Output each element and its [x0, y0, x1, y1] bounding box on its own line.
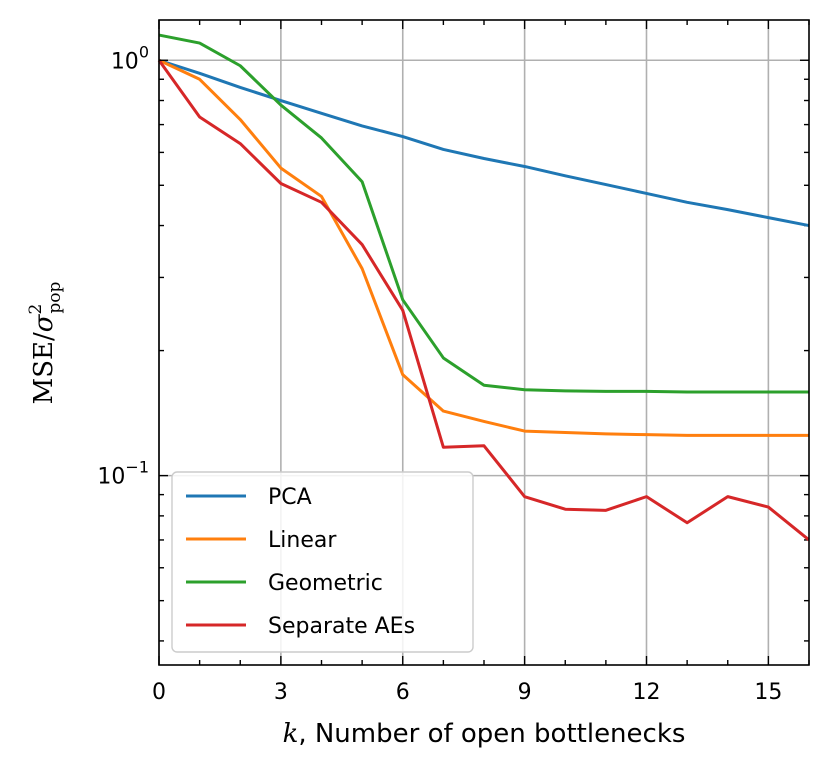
x-tick-label: 0: [152, 680, 166, 705]
y-axis-label: MSE/σ2pop: [26, 282, 65, 405]
x-tick-label: 12: [633, 680, 661, 705]
x-axis-label-var: k: [283, 719, 299, 749]
x-tick-label: 6: [396, 680, 410, 705]
series-line-pca: [158, 58, 810, 228]
y-tick-label-exponent: 0: [139, 42, 149, 61]
series-line-geometric: [158, 33, 809, 394]
legend-label-geometric: Geometric: [268, 571, 383, 596]
y-tick-label-base: 10: [111, 49, 139, 74]
x-tick-label: 3: [274, 680, 288, 705]
x-tick-label: 9: [518, 680, 532, 705]
y-axis-label-sub: pop: [45, 282, 65, 314]
y-axis-label-sup: 2: [26, 304, 46, 315]
y-tick-label: 100: [111, 42, 149, 74]
legend-box: [171, 471, 474, 653]
minor-ticks: [159, 20, 810, 665]
plot-frame: [158, 19, 810, 666]
series-line-linear: [158, 58, 809, 437]
series-lines: [157, 33, 810, 542]
x-tick-labels: 0 3 6 9 12 15: [152, 680, 782, 705]
y-tick-label-base: 10: [97, 465, 125, 490]
y-axis-label-main: MSE/: [29, 332, 59, 404]
grid-lines: [158, 20, 809, 665]
legend: PCA Linear Geometric Separate AEs: [171, 471, 474, 653]
y-tick-label-exponent: −1: [125, 458, 149, 477]
x-axis-label: k, Number of open bottlenecks: [283, 719, 686, 749]
x-axis-label-text: , Number of open bottlenecks: [298, 719, 685, 749]
legend-label-pca: PCA: [268, 485, 312, 510]
y-tick-label: 10−1: [97, 458, 149, 490]
y-axis-label-sigma: σ: [29, 313, 59, 332]
legend-label-separate-aes: Separate AEs: [268, 614, 415, 639]
series-line-separate-aes: [157, 59, 810, 542]
legend-label-linear: Linear: [268, 528, 337, 553]
x-tick-label: 15: [754, 680, 782, 705]
